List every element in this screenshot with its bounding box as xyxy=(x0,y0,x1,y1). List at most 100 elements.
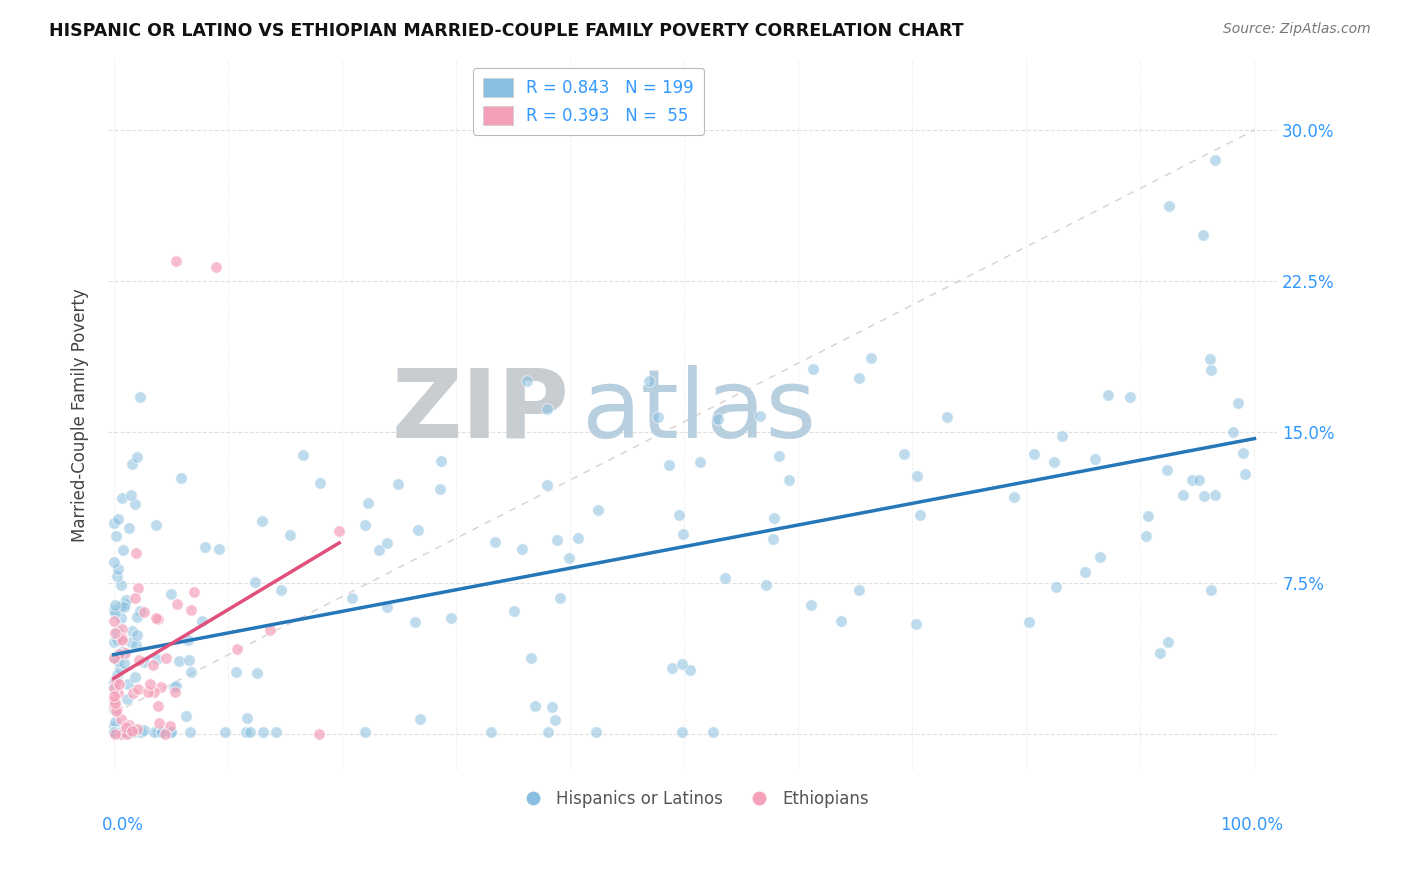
Hispanics or Latinos xyxy=(479,724,502,739)
Y-axis label: Married-Couple Family Poverty: Married-Couple Family Poverty xyxy=(72,288,89,541)
Hispanics or Latinos xyxy=(830,614,852,628)
Hispanics or Latinos xyxy=(586,502,609,516)
Hispanics or Latinos xyxy=(1192,227,1215,242)
Hispanics or Latinos xyxy=(893,448,915,462)
Hispanics or Latinos xyxy=(121,457,143,471)
Hispanics or Latinos xyxy=(115,724,138,739)
Hispanics or Latinos xyxy=(1045,581,1067,595)
Hispanics or Latinos xyxy=(112,657,135,671)
Hispanics or Latinos xyxy=(848,370,870,384)
Ethiopians xyxy=(225,641,247,656)
Hispanics or Latinos xyxy=(668,508,690,522)
Hispanics or Latinos xyxy=(1156,635,1178,649)
Hispanics or Latinos xyxy=(353,724,375,739)
Hispanics or Latinos xyxy=(117,724,139,739)
Ethiopians xyxy=(127,681,149,696)
Hispanics or Latinos xyxy=(160,724,183,739)
Hispanics or Latinos xyxy=(110,611,132,625)
Hispanics or Latinos xyxy=(131,724,153,739)
Hispanics or Latinos xyxy=(1097,387,1119,401)
Hispanics or Latinos xyxy=(236,711,259,725)
Hispanics or Latinos xyxy=(104,606,127,620)
Text: ZIP: ZIP xyxy=(392,365,569,458)
Hispanics or Latinos xyxy=(1171,488,1194,502)
Hispanics or Latinos xyxy=(169,471,191,485)
Hispanics or Latinos xyxy=(702,724,724,739)
Ethiopians xyxy=(107,686,129,700)
Hispanics or Latinos xyxy=(246,666,269,681)
Hispanics or Latinos xyxy=(122,724,145,739)
Hispanics or Latinos xyxy=(778,474,800,488)
Ethiopians xyxy=(117,717,139,731)
Hispanics or Latinos xyxy=(103,516,125,530)
Ethiopians xyxy=(103,689,125,703)
Hispanics or Latinos xyxy=(907,468,929,483)
Hispanics or Latinos xyxy=(557,550,579,565)
Hispanics or Latinos xyxy=(430,454,453,468)
Ethiopians xyxy=(148,716,170,731)
Hispanics or Latinos xyxy=(340,591,363,606)
Ethiopians xyxy=(205,260,228,274)
Hispanics or Latinos xyxy=(537,724,560,739)
Hispanics or Latinos xyxy=(502,604,524,618)
Legend: Hispanics or Latinos, Ethiopians: Hispanics or Latinos, Ethiopians xyxy=(509,783,876,814)
Hispanics or Latinos xyxy=(110,724,132,739)
Hispanics or Latinos xyxy=(179,724,201,739)
Hispanics or Latinos xyxy=(1234,467,1257,481)
Hispanics or Latinos xyxy=(714,571,737,585)
Hispanics or Latinos xyxy=(1204,153,1226,168)
Hispanics or Latinos xyxy=(484,535,506,549)
Hispanics or Latinos xyxy=(111,645,134,659)
Hispanics or Latinos xyxy=(1194,489,1216,503)
Hispanics or Latinos xyxy=(145,652,167,666)
Hispanics or Latinos xyxy=(671,527,693,541)
Hispanics or Latinos xyxy=(904,617,927,632)
Hispanics or Latinos xyxy=(134,723,156,737)
Ethiopians xyxy=(121,724,143,739)
Hispanics or Latinos xyxy=(110,599,132,613)
Hispanics or Latinos xyxy=(117,677,139,691)
Ethiopians xyxy=(105,702,128,716)
Hispanics or Latinos xyxy=(671,657,693,672)
Hispanics or Latinos xyxy=(550,591,572,606)
Hispanics or Latinos xyxy=(367,543,389,558)
Hispanics or Latinos xyxy=(118,724,141,739)
Hispanics or Latinos xyxy=(103,674,125,689)
Ethiopians xyxy=(110,726,132,740)
Hispanics or Latinos xyxy=(105,633,128,648)
Hispanics or Latinos xyxy=(1074,565,1097,579)
Hispanics or Latinos xyxy=(1181,473,1204,487)
Hispanics or Latinos xyxy=(112,599,135,614)
Hispanics or Latinos xyxy=(524,698,547,713)
Hispanics or Latinos xyxy=(353,517,375,532)
Hispanics or Latinos xyxy=(121,624,143,639)
Hispanics or Latinos xyxy=(1199,363,1222,377)
Hispanics or Latinos xyxy=(104,697,127,711)
Ethiopians xyxy=(165,253,187,268)
Ethiopians xyxy=(166,597,188,611)
Ethiopians xyxy=(180,603,202,617)
Ethiopians xyxy=(103,681,125,695)
Hispanics or Latinos xyxy=(243,574,266,589)
Ethiopians xyxy=(128,653,150,667)
Text: Source: ZipAtlas.com: Source: ZipAtlas.com xyxy=(1223,22,1371,37)
Hispanics or Latinos xyxy=(235,724,257,739)
Hispanics or Latinos xyxy=(516,374,538,388)
Hispanics or Latinos xyxy=(1002,490,1025,504)
Hispanics or Latinos xyxy=(1088,549,1111,564)
Hispanics or Latinos xyxy=(165,679,187,693)
Hispanics or Latinos xyxy=(679,663,702,677)
Hispanics or Latinos xyxy=(250,514,273,528)
Hispanics or Latinos xyxy=(1199,351,1222,366)
Hispanics or Latinos xyxy=(108,662,131,676)
Hispanics or Latinos xyxy=(105,529,128,543)
Hispanics or Latinos xyxy=(149,724,172,739)
Hispanics or Latinos xyxy=(278,528,301,542)
Hispanics or Latinos xyxy=(936,409,959,424)
Hispanics or Latinos xyxy=(671,724,693,739)
Hispanics or Latinos xyxy=(520,650,543,665)
Ethiopians xyxy=(148,699,170,714)
Ethiopians xyxy=(146,612,169,626)
Hispanics or Latinos xyxy=(120,724,142,739)
Ethiopians xyxy=(125,722,148,736)
